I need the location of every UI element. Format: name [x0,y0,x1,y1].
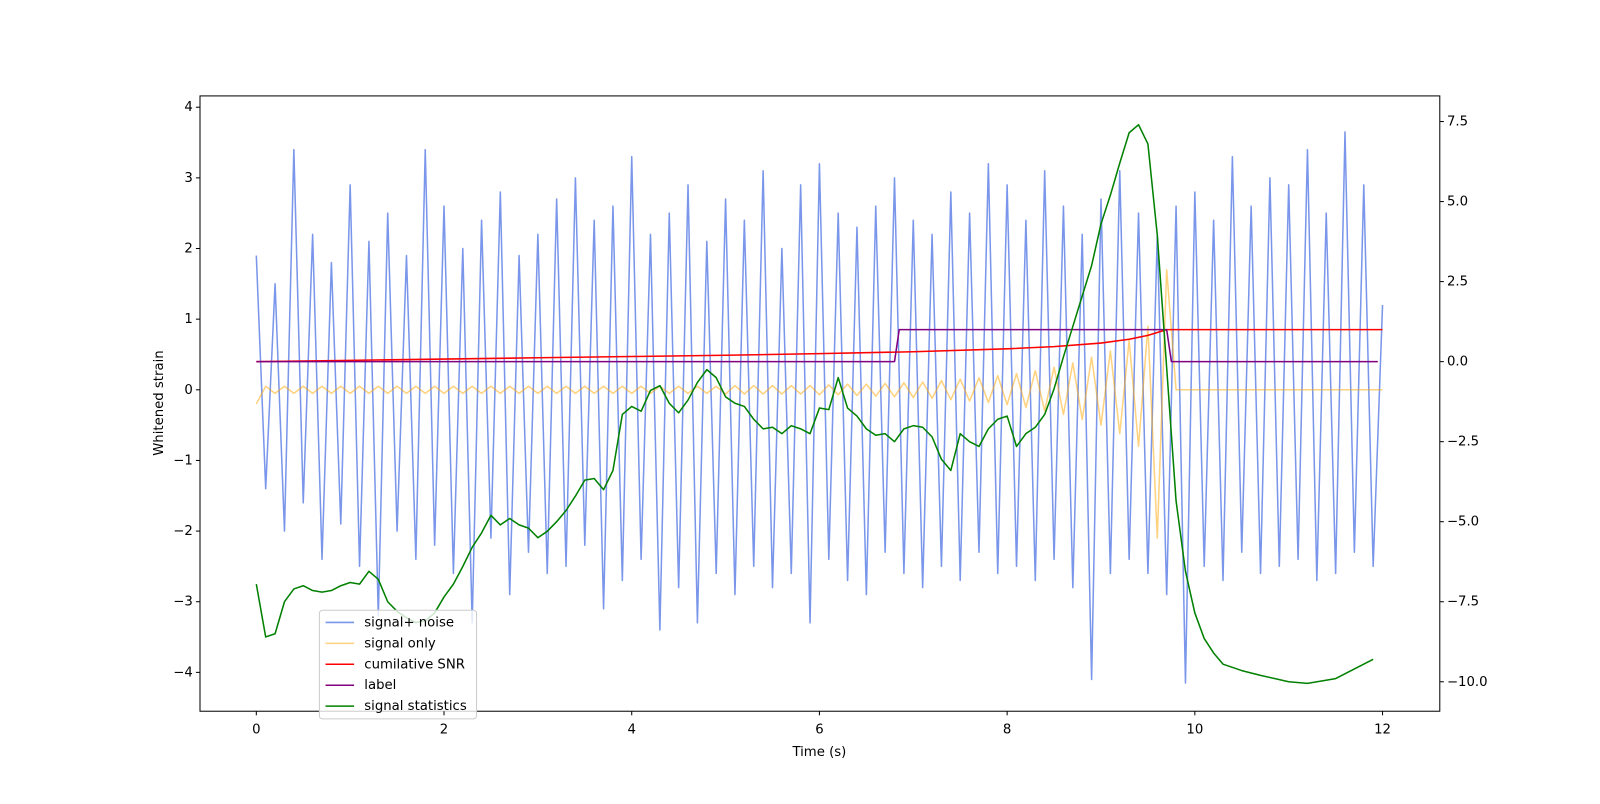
y2-tick-label: −10.0 [1447,675,1488,690]
y2-tick-label: −7.5 [1447,595,1479,610]
x-tick-label: 4 [628,723,636,738]
legend-box [318,609,478,720]
y2-tick-label: 0.0 [1447,355,1468,370]
x-tick-label: 2 [440,723,448,738]
y2-tick-label: 7.5 [1447,115,1468,130]
y-tick-label: −3 [173,595,193,610]
legend-label: signal+ noise [364,615,454,630]
y-tick-label: 3 [184,171,192,186]
series-line [256,328,1378,363]
y2-tick-label: −2.5 [1447,435,1479,450]
x-axis-label: Time (s) [791,745,846,760]
y-tick-label: 2 [184,242,192,257]
y-tick-label: −4 [173,665,193,680]
legend-label: signal statistics [364,699,467,714]
x-tick-label: 8 [1003,723,1011,738]
x-tick-label: 0 [252,723,260,738]
series-line [255,131,1384,684]
legend-label: signal only [364,636,436,651]
y-tick-label: 1 [184,312,192,327]
y-tick-label: 4 [184,100,192,115]
y-tick-label: 0 [184,383,192,398]
x-tick-label: 6 [815,723,823,738]
y2-tick-label: −5.0 [1447,515,1479,530]
y-tick-label: −2 [173,524,193,539]
legend-label: cumilative SNR [364,657,465,672]
y-axis-label: Whitened strain [152,350,167,455]
legend-label: label [364,678,396,693]
series-line [256,328,1383,363]
series-line [255,268,1383,539]
y-tick-label: −1 [173,453,193,468]
legend: signal+ noise signal only cumilative SNR la… [318,609,478,720]
x-tick-label: 10 [1186,723,1203,738]
y2-tick-label: 5.0 [1447,195,1468,210]
y2-tick-label: 2.5 [1447,275,1468,290]
x-tick-label: 12 [1374,723,1391,738]
